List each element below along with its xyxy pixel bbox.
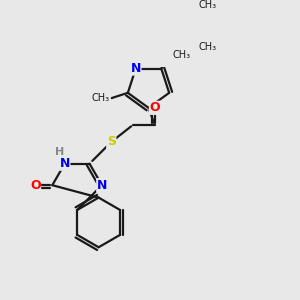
Text: S: S: [107, 136, 116, 148]
Text: CH₃: CH₃: [173, 50, 191, 60]
Text: O: O: [30, 179, 40, 192]
Text: O: O: [149, 101, 160, 114]
Text: H: H: [56, 147, 65, 157]
Text: N: N: [130, 62, 141, 75]
Text: N: N: [97, 179, 107, 192]
Text: CH₃: CH₃: [92, 93, 110, 103]
Text: CH₃: CH₃: [199, 42, 217, 52]
Text: N: N: [59, 157, 70, 170]
Text: CH₃: CH₃: [199, 0, 217, 10]
